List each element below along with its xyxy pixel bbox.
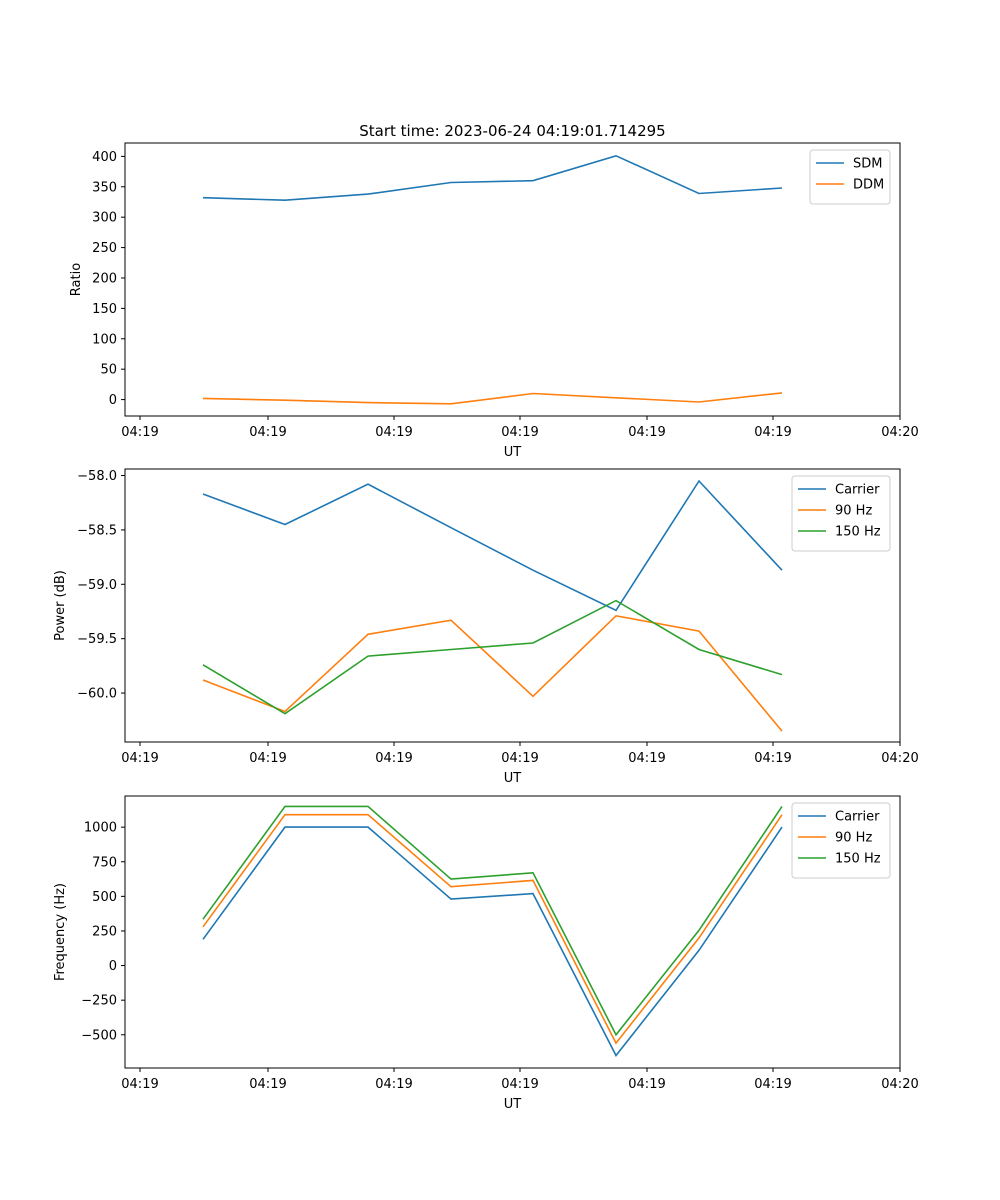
x-tick-label: 04:19 [375,1077,412,1092]
axes-frame [124,468,901,743]
legend-label: 90 Hz [835,504,872,519]
x-tick-label: 04:19 [249,425,286,440]
y-tick-label: 400 [92,150,117,165]
y-tick-label: −59.5 [77,632,117,647]
x-tick-label: 04:19 [501,425,538,440]
legend-label: 150 Hz [835,852,881,867]
y-tick-label: 100 [92,332,117,347]
legend-label: SDM [853,157,882,172]
chart-panel-2: 04:19 04:19 04:19 04:19 04:19 04:19 04:20 −58.0… [53,468,919,786]
legend-label: 150 Hz [835,525,881,540]
series-line-150-hz [202,599,783,715]
legend-label: DDM [853,178,884,193]
series-line-carrier [202,479,783,612]
x-tick-label: 04:19 [501,751,538,766]
x-tick-label: 04:19 [754,1077,791,1092]
x-tick-label: 04:20 [881,751,918,766]
legend: Carrier 90 Hz 150 Hz [791,475,891,552]
legend-label: Carrier [835,483,880,498]
y-tick-label: −250 [81,994,117,1009]
y-tick-label: 150 [92,302,117,317]
y-tick-label: 250 [92,241,117,256]
legend-box [791,475,891,552]
x-tick-label: 04:19 [375,751,412,766]
x-tick-label: 04:19 [121,425,158,440]
y-tick-label: 750 [92,855,117,870]
y-tick-label: 50 [100,363,117,378]
legend: SDM DDM [809,149,891,205]
x-axis-label: UT [504,771,522,786]
y-tick-label: 1000 [84,821,117,836]
axes-frame [124,142,901,417]
y-tick-label: −59.0 [77,578,117,593]
y-tick-label: 300 [92,211,117,226]
legend-label: Carrier [835,810,880,825]
legend: Carrier 90 Hz 150 Hz [791,802,891,879]
y-tick-label: 350 [92,180,117,195]
x-tick-label: 04:19 [249,751,286,766]
y-tick-label: 0 [109,393,117,408]
x-axis-label: UT [504,445,522,460]
series-line-carrier [202,826,783,1057]
x-tick-label: 04:19 [249,1077,286,1092]
x-tick-label: 04:19 [375,425,412,440]
series-line-150-hz [202,805,783,1037]
x-tick-label: 04:19 [628,1077,665,1092]
chart-panel-3: 04:19 04:19 04:19 04:19 04:19 04:19 04:20 −500 −… [53,795,919,1112]
chart-title: Start time: 2023-06-24 04:19:01.714295 [359,122,665,140]
axes-frame [124,795,901,1069]
y-axis-label: Ratio [69,263,84,296]
series-line-ddm [202,392,783,405]
x-axis-label: UT [504,1097,522,1112]
x-tick-label: 04:19 [754,751,791,766]
y-tick-label: 0 [109,959,117,974]
y-axis-label: Power (dB) [53,570,68,641]
y-tick-label: −500 [81,1028,117,1043]
x-tick-label: 04:19 [628,425,665,440]
y-tick-label: −58.5 [77,523,117,538]
legend-label: 90 Hz [835,831,872,846]
x-tick-label: 04:20 [881,1077,918,1092]
series-line-90-hz [202,813,783,1045]
x-tick-label: 04:19 [754,425,791,440]
y-tick-label: 250 [92,924,117,939]
series-line-90-hz [202,614,783,732]
y-tick-label: 200 [92,271,117,286]
y-tick-label: 500 [92,890,117,905]
y-tick-label: −58.0 [77,469,117,484]
x-tick-label: 04:20 [881,425,918,440]
x-tick-label: 04:19 [121,1077,158,1092]
legend-box [791,802,891,879]
x-tick-label: 04:19 [121,751,158,766]
x-tick-label: 04:19 [628,751,665,766]
x-tick-label: 04:19 [501,1077,538,1092]
y-tick-label: −60.0 [77,687,117,702]
chart-panel-1: Start time: 2023-06-24 04:19:01.71429504… [69,122,919,460]
series-line-sdm [202,154,783,202]
y-axis-label: Frequency (Hz) [53,883,68,981]
